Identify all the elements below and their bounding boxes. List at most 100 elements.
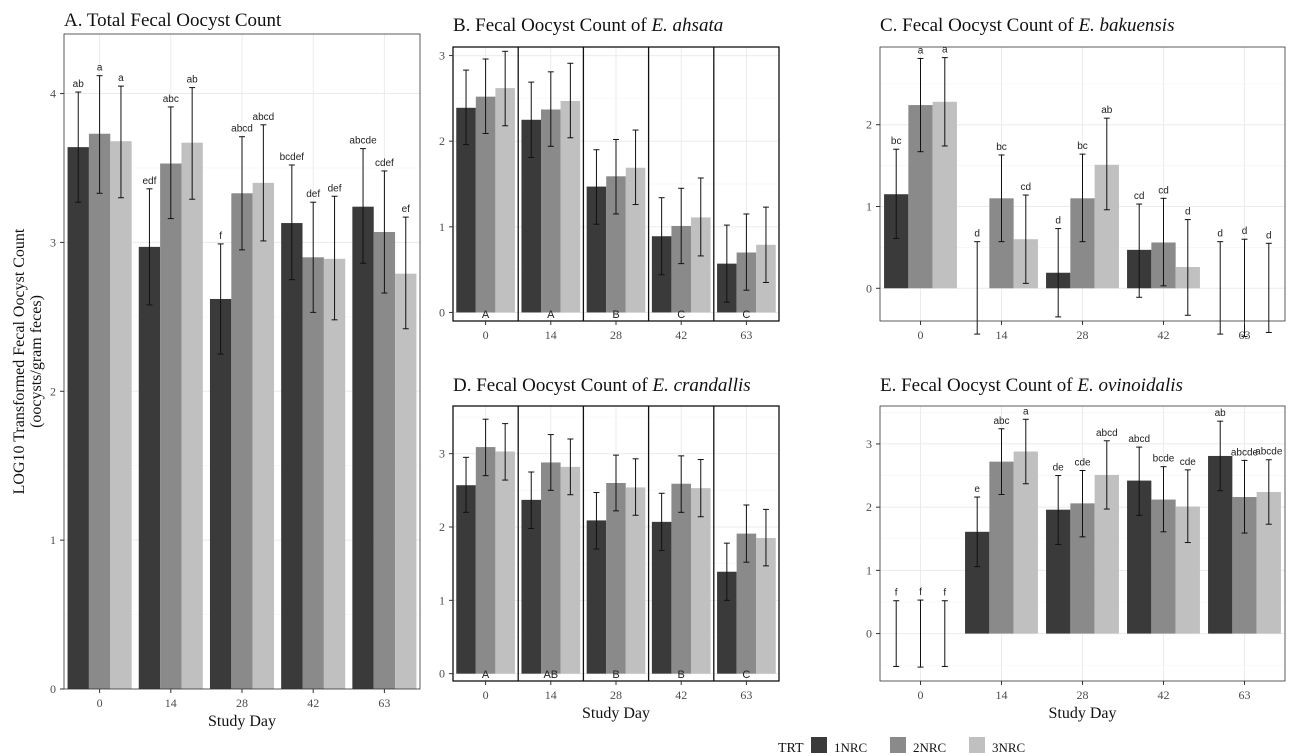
significance-label: abc: [993, 416, 1009, 427]
y-tick-label: 0: [50, 682, 56, 696]
bar-1nrc: [138, 246, 161, 689]
y-tick-label: 1: [50, 533, 56, 547]
significance-label: cd: [1158, 185, 1169, 196]
panel-title-text: D. Fecal Oocyst Count of: [453, 375, 652, 396]
legend-swatch-1nrc: [811, 737, 827, 753]
group-letter: B: [612, 309, 619, 321]
x-axis-label: Study Day: [582, 705, 650, 722]
x-tick-label: 42: [1158, 328, 1170, 342]
group-letter: C: [742, 669, 750, 681]
panel-e: E. Fecal Oocyst Count of E. ovinoidalis f…: [866, 375, 1286, 722]
x-axis-label: Study Day: [1049, 705, 1117, 722]
significance-label: f: [943, 588, 946, 599]
panel-c: C. Fecal Oocyst Count of E. bakuensis bc d…: [866, 15, 1286, 342]
bar-2nrc: [160, 163, 182, 690]
significance-label: abcde: [349, 136, 377, 147]
significance-label: e: [974, 484, 980, 495]
bar-3nrc: [625, 487, 646, 674]
x-tick-label: 28: [1077, 328, 1089, 342]
significance-label: abcde: [1255, 447, 1283, 458]
significance-label: abcd: [1128, 434, 1150, 445]
x-tick-label: 28: [236, 696, 248, 710]
significance-label: def: [306, 189, 320, 200]
bar-2nrc: [475, 96, 496, 313]
bar-2nrc: [475, 447, 496, 674]
panel-title-species: E. ahsata: [650, 15, 723, 36]
panel-a: A. Total Fecal Oocyst Count ab edf f bcdef ab…: [11, 10, 421, 730]
significance-label: abc: [163, 94, 179, 105]
x-tick-label: 0: [918, 328, 924, 342]
significance-label: f: [895, 588, 898, 599]
y-tick-label: 0: [866, 627, 872, 641]
bar-1nrc: [67, 147, 89, 690]
x-tick-label: 14: [996, 328, 1008, 342]
bar-2nrc: [606, 176, 626, 313]
significance-label: cd: [1021, 182, 1032, 193]
significance-label: cdef: [375, 158, 394, 169]
significance-label: ab: [187, 75, 199, 86]
panel-d: D. Fecal Oocyst Count of E. crandallis A A…: [439, 375, 780, 722]
bar-3nrc: [560, 466, 581, 674]
bar-3nrc: [181, 142, 203, 689]
significance-label: a: [97, 63, 103, 74]
legend-label-2nrc: 2NRC: [913, 740, 946, 755]
x-tick-label: 14: [996, 688, 1008, 702]
x-tick-label: 42: [1158, 688, 1170, 702]
panel-title: E. Fecal Oocyst Count of E. ovinoidalis: [880, 375, 1183, 396]
x-tick-label: 42: [307, 696, 319, 710]
y-tick-label: 2: [866, 118, 872, 132]
group-letter: C: [677, 309, 685, 321]
significance-label: a: [1023, 406, 1029, 417]
bar-1nrc: [521, 119, 542, 313]
x-tick-label: 63: [1239, 328, 1251, 342]
group-letter: A: [482, 669, 490, 681]
bar-2nrc: [231, 193, 253, 689]
significance-label: abcd: [231, 124, 253, 135]
bar-1nrc: [352, 206, 374, 689]
legend-label-1nrc: 1NRC: [834, 740, 867, 755]
significance-label: cde: [1074, 457, 1091, 468]
bar-2nrc: [671, 483, 691, 674]
significance-label: d: [1217, 229, 1223, 240]
panel-title-text: C. Fecal Oocyst Count of: [880, 15, 1078, 36]
x-tick-label: 42: [675, 328, 687, 342]
bar-3nrc: [252, 182, 275, 689]
bar-1nrc: [521, 499, 542, 674]
x-tick-label: 0: [483, 328, 489, 342]
y-axis-label: (oocysts/gram feces): [28, 295, 45, 428]
significance-label: edf: [142, 176, 156, 187]
y-tick-label: 2: [439, 520, 445, 534]
bar-1nrc: [586, 520, 607, 674]
x-tick-label: 0: [97, 696, 103, 710]
y-axis-label: LOG10 Transformed Fecal Oocyst Count: [11, 228, 28, 494]
panel-title: C. Fecal Oocyst Count of E. bakuensis: [880, 15, 1174, 36]
significance-label: ab: [1101, 105, 1113, 116]
panel-title-text: A. Total Fecal Oocyst Count: [64, 10, 282, 31]
significance-label: def: [328, 183, 342, 194]
x-tick-label: 28: [1077, 688, 1089, 702]
bar-3nrc: [495, 88, 515, 313]
bar-3nrc: [690, 488, 711, 674]
group-letter: A: [547, 309, 555, 321]
significance-label: d: [1266, 230, 1272, 241]
significance-label: a: [942, 45, 948, 56]
bar-1nrc: [456, 107, 476, 313]
y-tick-label: 0: [866, 281, 872, 295]
x-tick-label: 28: [610, 688, 622, 702]
y-tick-label: 2: [50, 384, 56, 398]
group-letter: C: [742, 309, 750, 321]
legend-swatch-2nrc: [890, 737, 906, 753]
significance-label: bc: [1077, 141, 1088, 152]
bar-2nrc: [373, 231, 396, 689]
bar-3nrc: [323, 258, 346, 689]
x-tick-label: 63: [740, 688, 752, 702]
significance-label: ab: [73, 79, 85, 90]
significance-label: bcde: [1153, 454, 1175, 465]
significance-label: f: [219, 231, 222, 242]
significance-label: abcd: [253, 112, 275, 123]
bar-3nrc: [625, 167, 646, 313]
significance-label: d: [1185, 207, 1191, 218]
significance-label: ab: [1215, 408, 1227, 419]
panel-title-species: E. ovinoidalis: [1076, 375, 1183, 396]
